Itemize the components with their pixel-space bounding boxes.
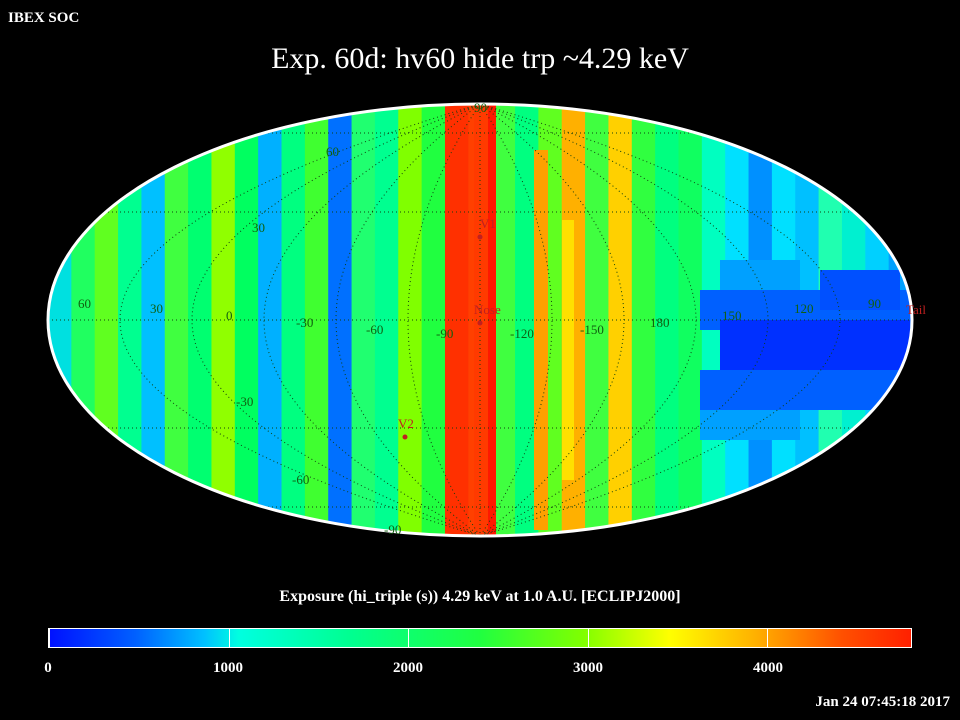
marker-nose-label: Nose (474, 302, 501, 317)
exposure-stripe (351, 104, 376, 536)
colorbar-tick (408, 629, 410, 647)
low-exposure-block (700, 370, 900, 410)
exposure-stripe (211, 104, 236, 536)
exposure-stripe (678, 104, 703, 536)
grid-labels: 90 60 30 -30 -60 -90 60 30 0 -30 -60 -90 -120 -150 180… (78, 100, 881, 537)
colorbar-tick (49, 629, 50, 647)
colorbar-tick-label: 3000 (573, 660, 603, 676)
lon-line (479, 104, 841, 536)
exposure-stripe (421, 104, 446, 536)
lon-line (479, 104, 769, 536)
lon-label: -150 (580, 322, 604, 337)
exposure-stripe (141, 104, 166, 536)
lon-label: 0 (226, 308, 233, 323)
lon-label: 30 (150, 301, 163, 316)
exposure-stripe (94, 104, 120, 536)
map-outline (46, 102, 914, 538)
lat-label: 90 (474, 100, 487, 115)
lat-label: 30 (252, 220, 265, 235)
marker-tail-label: Tail (906, 302, 926, 317)
lon-label: -90 (436, 326, 453, 341)
low-exposure-block (820, 270, 900, 310)
colorbar-tick (587, 629, 589, 647)
lon-line (479, 104, 625, 536)
exposure-stripe (118, 104, 143, 536)
lat-label: -90 (384, 522, 401, 537)
lon-label: 120 (794, 301, 814, 316)
graticule (48, 104, 912, 536)
low-exposure-block (700, 410, 800, 440)
colorbar-tick (767, 629, 769, 647)
exposure-stripe (374, 104, 400, 536)
plot-title: Exp. 60d: hv60 hide trp ~4.29 keV (271, 42, 689, 75)
org-label: IBEX SOC (8, 10, 80, 26)
lat-label: 60 (326, 144, 339, 159)
lon-line (479, 104, 553, 536)
colorbar-tick-label: 1000 (213, 660, 243, 676)
colorbar-label: Exposure (hi_triple (s)) 4.29 keV at 1.0… (279, 588, 681, 605)
lon-line (119, 104, 481, 536)
colorbar-tick-label: 0 (44, 660, 52, 676)
lon-label: 180 (650, 315, 670, 330)
colorbar-tick-label: 4000 (753, 660, 783, 676)
colorbar (48, 628, 912, 648)
timestamp: Jan 24 07:45:18 2017 (815, 694, 950, 710)
lon-label: -60 (366, 322, 383, 337)
exposure-stripe (258, 104, 283, 536)
colorbar-tick (228, 629, 230, 647)
exposure-stripe (281, 104, 306, 536)
lon-label: 90 (868, 296, 881, 311)
lon-line (191, 104, 481, 536)
marker-v2-label: V2 (398, 416, 414, 431)
low-exposure-region (700, 260, 912, 440)
marker-v1-dot (477, 234, 483, 240)
low-exposure-block (720, 320, 910, 370)
lon-label: 60 (78, 296, 91, 311)
lat-label: -60 (292, 472, 309, 487)
sky-map: 90 60 30 -30 -60 -90 60 30 0 -30 -60 -90 -120 -150 180… (46, 100, 926, 538)
marker-v1-label: V1 (480, 216, 496, 231)
marker-v2-dot (402, 434, 408, 440)
lon-line (407, 104, 481, 536)
yellow-stripe (562, 220, 574, 480)
exposure-stripe (585, 104, 610, 536)
lon-label: -30 (296, 315, 313, 330)
orange-stripe (534, 150, 548, 530)
lon-label: -120 (510, 326, 534, 341)
markers: V1 Nose V2 Tail (398, 216, 926, 440)
low-exposure-block (720, 260, 800, 290)
exposure-stripe (234, 104, 260, 536)
exposure-stripe (655, 104, 680, 536)
exposure-stripe (398, 104, 423, 536)
lat-label: -30 (236, 394, 253, 409)
colorbar-tick-label: 2000 (393, 660, 423, 676)
lon-line (335, 104, 481, 536)
exposure-stripe (444, 104, 470, 536)
marker-nose-dot (477, 320, 483, 326)
lon-label: 150 (722, 308, 742, 323)
